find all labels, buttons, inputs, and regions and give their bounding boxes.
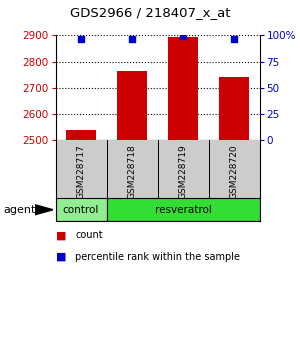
Point [79,36,83,41]
Text: ■: ■ [56,230,66,240]
Bar [56,198,106,221]
Bar [219,77,249,140]
Text: GSM228717: GSM228717 [76,144,85,199]
Point [181,34,185,39]
Point [130,36,134,41]
Text: resveratrol: resveratrol [154,205,212,215]
Text: GSM228719: GSM228719 [178,144,188,199]
Polygon shape [34,205,53,215]
Text: percentile rank within the sample: percentile rank within the sample [75,252,240,262]
Bar [168,37,198,140]
Text: GSM228718: GSM228718 [128,144,136,199]
Text: agent: agent [3,205,35,215]
Text: count: count [75,230,103,240]
Bar [66,130,96,140]
Text: ■: ■ [56,252,66,262]
Point [232,36,236,41]
Bar [106,198,260,221]
Text: GDS2966 / 218407_x_at: GDS2966 / 218407_x_at [70,6,230,19]
Text: GSM228720: GSM228720 [230,144,238,199]
Text: control: control [63,205,99,215]
Bar [117,72,147,140]
